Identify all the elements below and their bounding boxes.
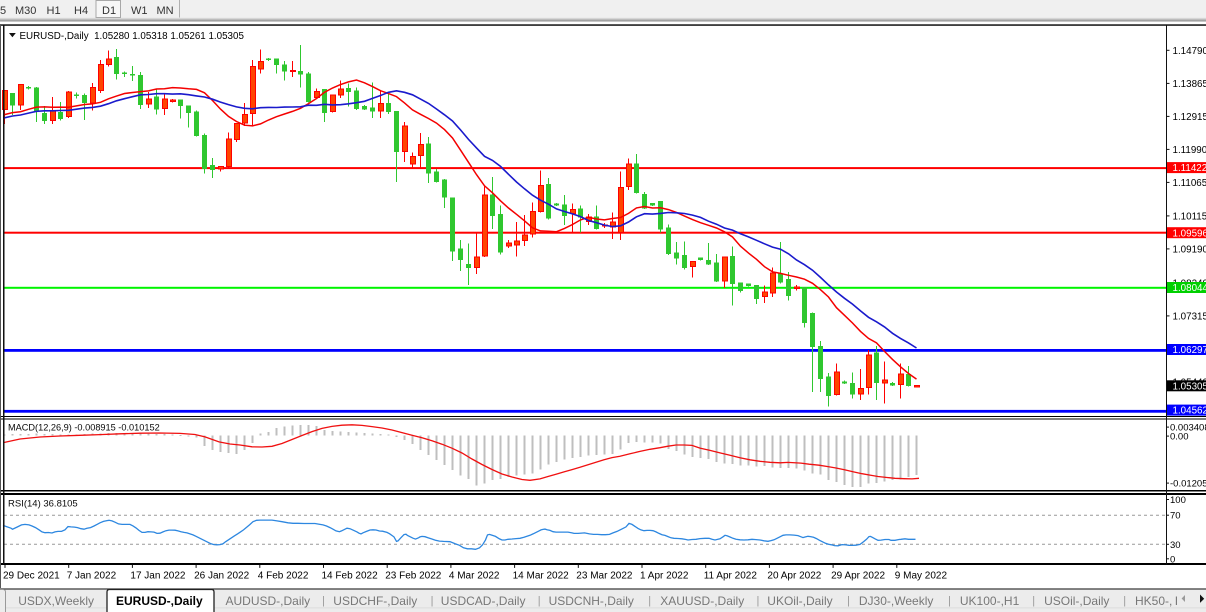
svg-text:|: | [648,595,651,607]
svg-text:70: 70 [1170,511,1181,522]
svg-text:AUDUSD-,Daily: AUDUSD-,Daily [226,594,311,608]
svg-text:-0.01205: -0.01205 [1170,479,1206,490]
svg-text:1.13865: 1.13865 [1173,79,1206,90]
svg-text:20 Apr 2022: 20 Apr 2022 [767,571,821,582]
svg-text:9 May 2022: 9 May 2022 [895,571,948,582]
svg-text:26 Jan 2022: 26 Jan 2022 [194,571,249,582]
svg-text:1.04562: 1.04562 [1173,406,1206,417]
svg-text:1.11065: 1.11065 [1173,178,1206,189]
svg-text:14 Mar 2022: 14 Mar 2022 [513,571,570,582]
svg-text:0: 0 [1170,554,1175,565]
svg-text:11 Apr 2022: 11 Apr 2022 [704,571,758,582]
svg-text:29 Apr 2022: 29 Apr 2022 [831,571,885,582]
svg-text:1.07315: 1.07315 [1173,312,1206,323]
svg-text:1.10115: 1.10115 [1173,212,1206,223]
svg-text:EURUSD-,Daily 1.05280 1.05318: EURUSD-,Daily 1.05280 1.05318 1.05261 1.… [20,31,245,42]
svg-text:M30: M30 [15,5,36,17]
svg-text:HK50-, I: HK50-, I [1135,594,1178,608]
svg-text:0.00: 0.00 [1170,432,1189,443]
svg-text:EURUSD-,Daily: EURUSD-,Daily [116,594,203,608]
svg-text:23 Mar 2022: 23 Mar 2022 [576,571,633,582]
svg-text:MACD(12,26,9) -0.008915 -0.010: MACD(12,26,9) -0.008915 -0.010152 [8,423,160,433]
svg-text:1 Apr 2022: 1 Apr 2022 [640,571,689,582]
svg-text:1.06297: 1.06297 [1173,345,1206,356]
svg-text:|: | [322,595,325,607]
svg-text:1.05305: 1.05305 [1173,381,1206,392]
svg-text:|: | [431,595,434,607]
svg-text:UK100-,H1: UK100-,H1 [960,594,1020,608]
svg-text:17 Jan 2022: 17 Jan 2022 [130,571,185,582]
svg-text:14 Feb 2022: 14 Feb 2022 [322,571,379,582]
svg-text:XAUUSD-,Daily: XAUUSD-,Daily [660,594,744,608]
svg-text:USOil-,Daily: USOil-,Daily [1044,594,1109,608]
svg-text:RSI(14) 36.8105: RSI(14) 36.8105 [8,498,78,509]
svg-text:23 Feb 2022: 23 Feb 2022 [385,571,442,582]
svg-text:30: 30 [1170,540,1181,551]
svg-text:|: | [757,595,760,607]
svg-text:|: | [538,595,541,607]
svg-text:H1: H1 [47,5,61,17]
svg-text:1.11990: 1.11990 [1173,145,1206,156]
svg-text:100: 100 [1170,495,1186,506]
svg-text:1.09190: 1.09190 [1173,245,1206,256]
svg-text:1.12915: 1.12915 [1173,112,1206,123]
svg-text:USDCHF-,Daily: USDCHF-,Daily [333,594,417,608]
svg-text:|: | [1032,595,1035,607]
svg-text:MN: MN [157,5,174,17]
svg-text:5: 5 [0,5,6,17]
svg-text:4 Feb 2022: 4 Feb 2022 [258,571,309,582]
svg-text:USDCNH-,Daily: USDCNH-,Daily [549,594,634,608]
svg-text:1.09596: 1.09596 [1173,228,1206,239]
svg-text:UKOil-,Daily: UKOil-,Daily [767,594,832,608]
svg-text:DJ30-,Weekly: DJ30-,Weekly [859,594,933,608]
svg-text:|: | [1123,595,1126,607]
svg-text:7 Jan 2022: 7 Jan 2022 [67,571,117,582]
svg-text:W1: W1 [131,5,148,17]
svg-text:H4: H4 [74,5,88,17]
svg-text:|: | [847,595,850,607]
svg-text:1.14790: 1.14790 [1173,46,1206,57]
svg-text:1.08044: 1.08044 [1173,283,1206,294]
svg-text:1.11422: 1.11422 [1173,163,1206,174]
svg-text:0.003408: 0.003408 [1170,423,1206,434]
svg-text:USDX,Weekly: USDX,Weekly [18,594,94,608]
svg-text:USDCAD-,Daily: USDCAD-,Daily [441,594,526,608]
svg-text:4 Mar 2022: 4 Mar 2022 [449,571,500,582]
svg-text:29 Dec 2021: 29 Dec 2021 [3,571,60,582]
svg-text:|: | [948,595,951,607]
svg-text:D1: D1 [102,5,116,17]
